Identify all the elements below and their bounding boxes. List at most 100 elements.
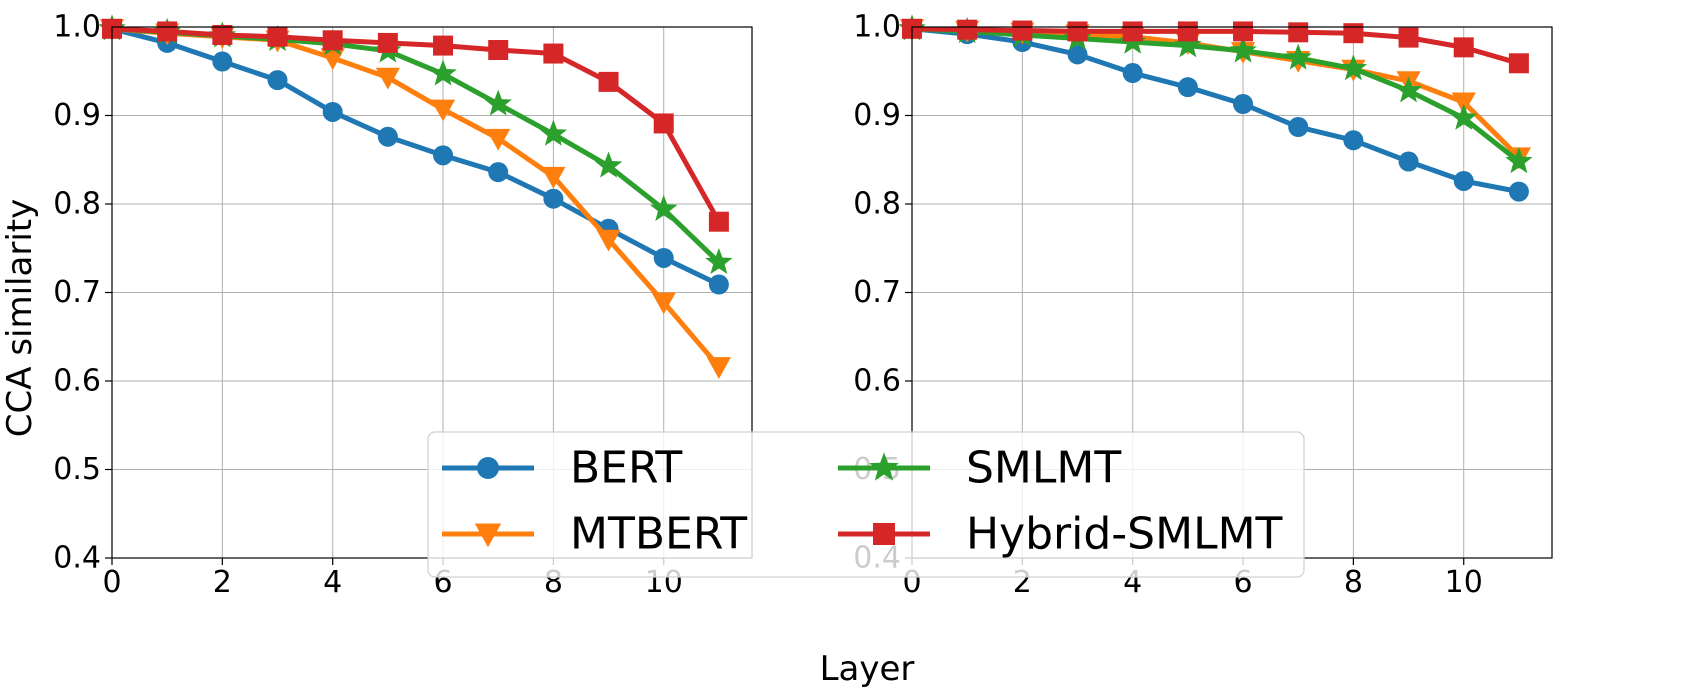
hybrid-smlmt-point <box>267 26 288 47</box>
smlmt-point <box>1394 76 1423 103</box>
hybrid-smlmt-point <box>598 71 619 92</box>
smlmt-point <box>594 151 623 178</box>
y-tick-label: 0.8 <box>53 187 101 222</box>
hybrid-smlmt-point <box>1233 21 1254 42</box>
y-tick-label: 1.0 <box>853 10 901 45</box>
bert-point <box>488 162 509 183</box>
legend-entry-hybrid-smlmt: Hybrid-SMLMT <box>838 509 1283 560</box>
bert-point <box>1177 77 1198 98</box>
y-tick-label: 0.9 <box>53 98 101 133</box>
hybrid-smlmt-point <box>488 40 509 61</box>
legend-label: BERT <box>570 443 682 494</box>
hybrid-smlmt-point <box>212 24 233 45</box>
bert-point <box>377 126 398 147</box>
y-tick-label: 0.9 <box>853 98 901 133</box>
legend-label: MTBERT <box>570 509 747 560</box>
bert-point <box>212 51 233 72</box>
mtbert-point <box>651 292 676 315</box>
hybrid-smlmt-point <box>1398 27 1419 48</box>
legend-box <box>427 431 1305 578</box>
smlmt-point <box>484 89 512 116</box>
hybrid-smlmt-point <box>1122 21 1143 42</box>
hybrid-smlmt-point <box>1288 22 1309 43</box>
bert-point <box>1508 181 1529 202</box>
smlmt-point <box>429 59 457 86</box>
hybrid-smlmt-point <box>1343 23 1364 44</box>
legend: BERT SMLMT MTBERT Hybrid-SMLMT <box>427 431 1305 578</box>
smlmt-point <box>1505 147 1533 174</box>
left-subplot: 0 2 4 6 8 100.40.50.60.70.80.91.0 <box>53 10 753 600</box>
y-tick-label: 0.7 <box>853 275 901 310</box>
bert-point <box>1343 130 1364 151</box>
smlmt-point <box>539 119 568 146</box>
bert-point <box>267 70 288 91</box>
hybrid-smlmt-point <box>157 21 178 42</box>
hybrid-smlmt-point <box>433 35 454 56</box>
y-tick-label: 1.0 <box>53 10 101 45</box>
legend-entry-smlmt: SMLMT <box>838 443 1121 494</box>
hybrid-smlmt-point <box>653 113 674 134</box>
hybrid-smlmt-point <box>1453 37 1474 58</box>
mtbert-point <box>486 128 511 151</box>
hybrid-smlmt-point <box>377 32 398 53</box>
bert-point <box>433 145 454 166</box>
bert-point <box>1288 117 1309 138</box>
mtbert-point <box>1451 92 1476 115</box>
y-tick-label: 0.7 <box>53 275 101 310</box>
y-tick-label: 0.6 <box>853 364 901 399</box>
mtbert-point <box>706 357 731 379</box>
y-tick-label: 0.6 <box>53 364 101 399</box>
mtbert-point <box>596 229 621 252</box>
bert-point <box>653 247 674 268</box>
legend-marker <box>474 523 502 548</box>
legend-marker <box>477 457 499 479</box>
mtbert-point <box>430 99 456 122</box>
hybrid-smlmt-point <box>1012 20 1033 41</box>
hybrid-smlmt-point <box>1177 21 1198 42</box>
hybrid-smlmt-point <box>1508 53 1529 74</box>
bert-point <box>1067 44 1088 65</box>
y-axis-title: CCA similarity <box>0 199 40 437</box>
bert-point <box>543 188 564 209</box>
x-tick-label: 4 <box>323 565 342 600</box>
hybrid-smlmt-point <box>1067 21 1088 42</box>
legend-entry-mtbert: MTBERT <box>442 509 747 560</box>
smlmt-point <box>1229 36 1257 63</box>
bert-point <box>322 101 343 122</box>
x-tick-label: 0 <box>102 565 121 600</box>
bert-point <box>1453 170 1474 191</box>
hybrid-smlmt-point <box>322 30 343 51</box>
x-axis-title: Layer <box>820 649 915 689</box>
bert-point <box>1233 93 1254 114</box>
series-hybrid-smlmt <box>902 18 1529 74</box>
x-tick-label: 10 <box>1445 565 1483 600</box>
x-tick-label: 8 <box>1344 565 1363 600</box>
series-hybrid-smlmt <box>102 18 729 232</box>
y-tick-label: 0.5 <box>53 452 101 487</box>
smlmt-point <box>1339 54 1368 81</box>
hybrid-smlmt-point <box>957 19 978 40</box>
hybrid-smlmt-point <box>543 43 564 64</box>
legend-marker <box>869 452 899 481</box>
y-tick-label: 0.8 <box>853 187 901 222</box>
legend-label: SMLMT <box>966 443 1121 494</box>
smlmt-point <box>1284 43 1312 70</box>
x-tick-label: 2 <box>213 565 232 600</box>
mtbert-point <box>541 166 566 189</box>
smlmt-point <box>705 248 733 275</box>
mtbert-point <box>375 67 400 90</box>
smlmt-point <box>1174 31 1202 58</box>
smlmt-point <box>1450 103 1478 130</box>
bert-point <box>1398 151 1419 172</box>
legend-marker <box>873 523 895 545</box>
bert-point <box>708 274 729 295</box>
hybrid-smlmt-point <box>708 211 729 232</box>
smlmt-point <box>650 194 678 221</box>
legend-label: Hybrid-SMLMT <box>966 509 1283 560</box>
bert-point <box>1122 63 1143 84</box>
legend-entry-bert: BERT <box>442 443 682 494</box>
y-tick-label: 0.4 <box>53 541 101 576</box>
